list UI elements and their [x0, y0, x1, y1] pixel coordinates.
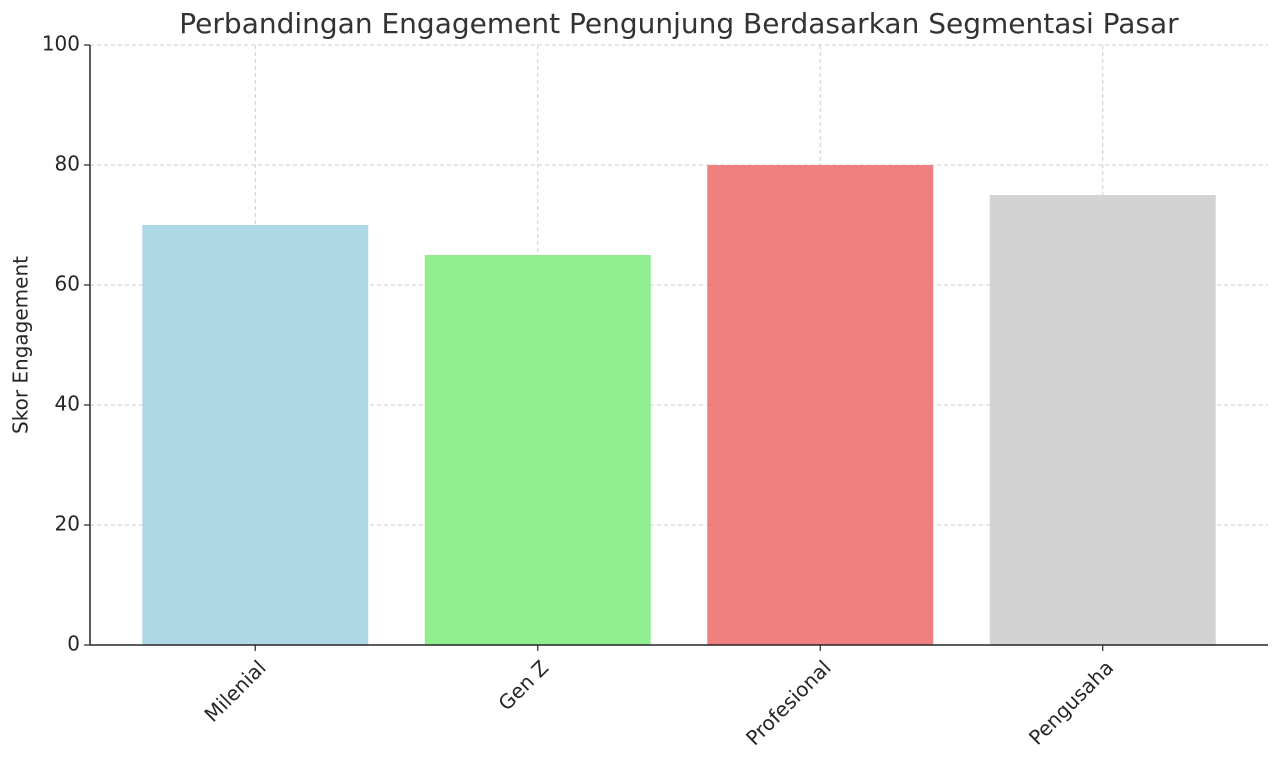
chart-title: Perbandingan Engagement Pengunjung Berda…: [179, 7, 1179, 40]
y-tick-label: 100: [42, 32, 80, 56]
bar: [142, 225, 369, 645]
y-tick-label: 20: [55, 512, 80, 536]
bar: [989, 195, 1216, 645]
x-tick-label: Pengusaha: [1024, 655, 1118, 749]
y-tick-label: 60: [55, 272, 80, 296]
y-tick-label: 40: [55, 392, 80, 416]
y-tick-label: 80: [55, 152, 80, 176]
x-tick-label: Gen Z: [493, 655, 553, 715]
y-tick-label: 0: [67, 632, 80, 656]
y-axis-label: Skor Engagement: [9, 256, 33, 434]
bar: [424, 255, 651, 645]
x-tick-label: Milenial: [199, 655, 270, 726]
bar: [707, 165, 934, 645]
x-tick-label: Profesional: [741, 655, 836, 750]
